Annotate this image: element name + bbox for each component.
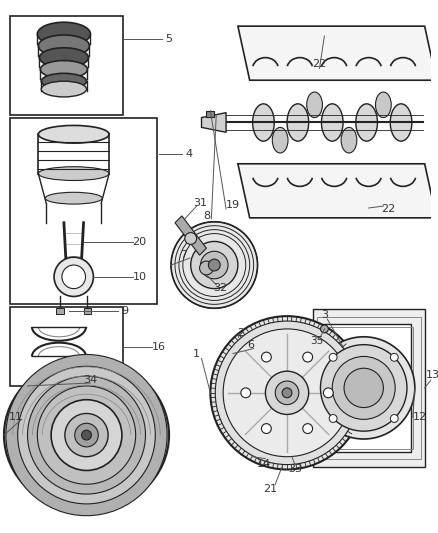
Circle shape <box>275 381 299 405</box>
Circle shape <box>191 241 238 288</box>
Bar <box>10 118 157 304</box>
Ellipse shape <box>390 104 412 141</box>
Text: 11: 11 <box>9 413 23 422</box>
Polygon shape <box>238 164 436 218</box>
Text: 2: 2 <box>237 328 244 338</box>
Ellipse shape <box>4 359 169 511</box>
Circle shape <box>208 259 220 271</box>
Ellipse shape <box>41 81 86 97</box>
Circle shape <box>171 222 258 308</box>
Text: 5: 5 <box>166 34 173 44</box>
Ellipse shape <box>307 92 322 118</box>
Ellipse shape <box>39 125 109 143</box>
Circle shape <box>321 325 328 333</box>
Text: 32: 32 <box>213 282 227 293</box>
Ellipse shape <box>41 74 86 89</box>
Text: 33: 33 <box>288 464 302 474</box>
Polygon shape <box>313 309 425 466</box>
Ellipse shape <box>39 48 88 68</box>
Polygon shape <box>201 112 226 132</box>
Ellipse shape <box>341 127 357 153</box>
Ellipse shape <box>40 61 88 78</box>
Circle shape <box>210 316 364 470</box>
Circle shape <box>303 352 313 362</box>
Circle shape <box>201 251 228 279</box>
Bar <box>10 308 123 386</box>
Bar <box>10 17 123 115</box>
Circle shape <box>75 423 98 447</box>
Text: 8: 8 <box>203 211 210 221</box>
Circle shape <box>321 345 407 431</box>
Ellipse shape <box>37 22 90 46</box>
Bar <box>84 308 92 314</box>
Circle shape <box>215 321 359 465</box>
Circle shape <box>390 353 398 361</box>
Text: 4: 4 <box>185 149 192 159</box>
Text: 3: 3 <box>321 310 328 320</box>
Circle shape <box>313 337 415 439</box>
Circle shape <box>37 386 136 484</box>
Ellipse shape <box>287 104 309 141</box>
Circle shape <box>65 414 108 457</box>
Text: 10: 10 <box>133 272 147 282</box>
Text: 1: 1 <box>193 350 200 359</box>
Circle shape <box>51 400 122 471</box>
Ellipse shape <box>272 127 288 153</box>
Bar <box>206 111 214 117</box>
Polygon shape <box>238 26 436 80</box>
Circle shape <box>54 257 93 296</box>
Ellipse shape <box>39 167 109 181</box>
Circle shape <box>329 353 337 361</box>
Circle shape <box>261 424 271 433</box>
Ellipse shape <box>356 104 378 141</box>
Text: 6: 6 <box>247 340 254 350</box>
Circle shape <box>303 424 313 433</box>
Ellipse shape <box>253 104 274 141</box>
Ellipse shape <box>321 104 343 141</box>
Text: 22: 22 <box>312 59 327 69</box>
Circle shape <box>390 415 398 423</box>
Text: 9: 9 <box>121 306 128 316</box>
Text: 13: 13 <box>426 370 438 380</box>
Ellipse shape <box>39 35 89 56</box>
Text: 35: 35 <box>310 336 323 346</box>
Polygon shape <box>175 216 206 255</box>
Text: 7: 7 <box>180 250 187 260</box>
Circle shape <box>329 415 337 423</box>
Text: 21: 21 <box>263 484 277 494</box>
Text: 34: 34 <box>83 375 98 385</box>
Circle shape <box>6 354 167 516</box>
Circle shape <box>323 388 333 398</box>
Bar <box>56 308 64 314</box>
Text: 20: 20 <box>133 237 147 247</box>
Circle shape <box>332 357 395 419</box>
Circle shape <box>62 265 85 288</box>
Circle shape <box>241 388 251 398</box>
Ellipse shape <box>375 92 391 118</box>
Text: 22: 22 <box>381 204 396 214</box>
Text: 16: 16 <box>152 342 166 352</box>
Text: 31: 31 <box>194 198 208 208</box>
Circle shape <box>223 329 351 457</box>
Circle shape <box>200 261 213 275</box>
Text: 12: 12 <box>413 413 427 422</box>
Circle shape <box>282 388 292 398</box>
Circle shape <box>261 352 271 362</box>
Ellipse shape <box>45 192 102 204</box>
Text: 19: 19 <box>226 200 240 210</box>
Circle shape <box>81 430 92 440</box>
Circle shape <box>28 376 145 494</box>
Circle shape <box>344 368 383 408</box>
Circle shape <box>18 366 155 504</box>
Circle shape <box>265 371 309 415</box>
Text: 14: 14 <box>256 458 271 469</box>
Circle shape <box>185 232 197 245</box>
